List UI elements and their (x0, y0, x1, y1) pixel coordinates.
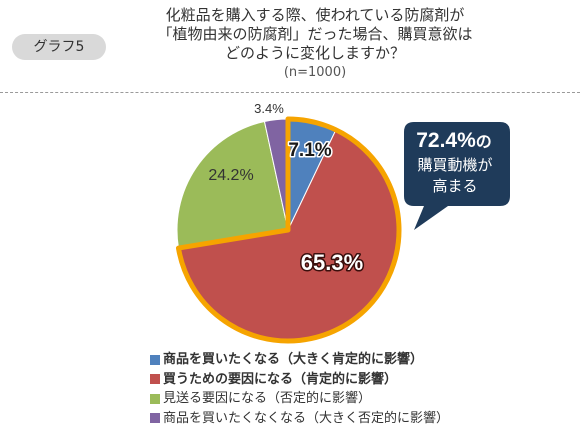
callout-percent: 72.4% (416, 129, 476, 152)
title-line-1: 化粧品を購入する際、使われている防腐剤が (165, 6, 465, 24)
callout: 72.4%の 購買動機が 高まる (404, 122, 510, 230)
title-divider (0, 92, 580, 93)
chart-legend: 商品を買いたくなる（大きく肯定的に影響） 買うための要因になる（肯定的に影響） … (150, 350, 449, 428)
callout-suffix: の (476, 134, 492, 151)
legend-item-strong-positive: 商品を買いたくなる（大きく肯定的に影響） (150, 350, 449, 370)
callout-line-2: 購買動機が (417, 156, 492, 174)
label-strong-negative: 3.4% (254, 101, 284, 116)
highlight-outline-path (175, 116, 402, 344)
legend-item-strong-negative: 商品を買いたくなくなる（大きく否定的に影響） (150, 409, 449, 429)
highlight-outline (175, 116, 402, 344)
legend-label: 商品を買いたくなくなる（大きく否定的に影響） (163, 410, 450, 426)
callout-value: 72.4%の (416, 129, 492, 152)
callout-line-3: 高まる (432, 177, 477, 195)
sample-size-note: (n=1000) (283, 65, 347, 80)
legend-label: 見送る要因になる（否定的に影響） (163, 391, 372, 406)
legend-swatch-purple (150, 413, 160, 424)
chart-badge: グラフ5 (12, 34, 106, 60)
legend-swatch-green (150, 393, 160, 404)
slice-negative (176, 120, 289, 249)
label-strong-positive: 7.1% (288, 140, 331, 161)
legend-item-positive: 買うための要因になる（肯定的に影響） (150, 370, 449, 390)
pie-slices (176, 118, 400, 342)
legend-swatch-red (150, 374, 160, 385)
callout-bubble (404, 122, 510, 230)
title-line-2: 「植物由来の防腐剤」だった場合、購買意欲は (157, 25, 473, 43)
legend-item-negative: 見送る要因になる（否定的に影響） (150, 389, 449, 409)
title-line-3: どのように変化しますか？ (224, 44, 405, 62)
label-negative: 24.2% (208, 167, 253, 184)
slice-labels: 7.1% 65.3% 24.2% 3.4% (208, 101, 364, 277)
chart-title: 化粧品を購入する際、使われている防腐剤が 「植物由来の防腐剤」だった場合、購買意… (120, 6, 510, 82)
legend-swatch-blue (150, 354, 160, 365)
legend-label: 買うための要因になる（肯定的に影響） (163, 371, 398, 387)
legend-label: 商品を買いたくなる（大きく肯定的に影響） (163, 352, 424, 367)
label-positive: 65.3% (301, 250, 363, 275)
